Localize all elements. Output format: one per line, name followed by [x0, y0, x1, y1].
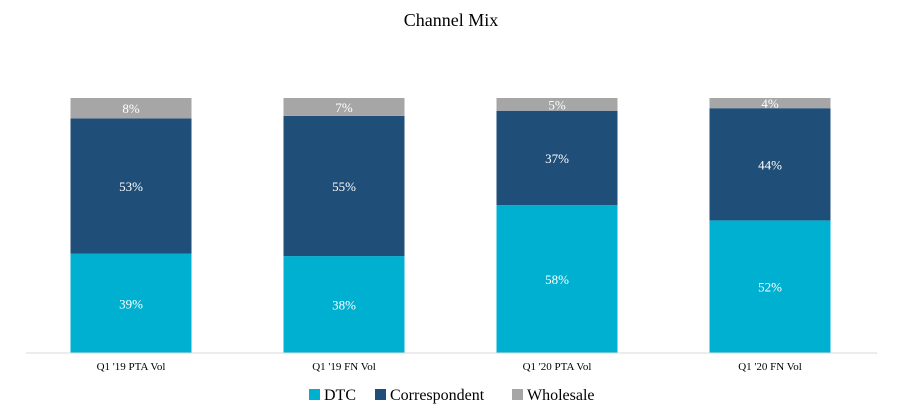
- bar-segment-correspondent: [283, 115, 405, 257]
- data-label-correspondent: 53%: [119, 179, 143, 194]
- data-label-wholesale: 5%: [548, 97, 566, 112]
- data-label-wholesale: 4%: [761, 96, 779, 111]
- category-label: Q1 '19 FN Vol: [312, 361, 376, 373]
- bar-segment-correspondent: [709, 108, 831, 221]
- bar-segment-dtc: [70, 253, 192, 353]
- bar-segment-dtc: [496, 205, 618, 353]
- category-label: Q1 '20 PTA Vol: [523, 361, 592, 373]
- data-label-dtc: 58%: [545, 272, 569, 287]
- category-label: Q1 '20 FN Vol: [738, 361, 802, 373]
- data-label-dtc: 38%: [332, 298, 356, 313]
- bars-group: 39% 53% 8% 38% 55% 7% 58% 37% 5% 52% 44% 4%: [70, 96, 831, 353]
- legend-swatch-wholesale: [512, 389, 523, 400]
- legend-label-wholesale: Wholesale: [527, 387, 595, 404]
- bar-segment-dtc: [283, 256, 405, 353]
- bar-segment-wholesale: [70, 98, 192, 119]
- bar-segment-wholesale: [496, 98, 618, 111]
- category-label: Q1 '19 PTA Vol: [97, 361, 166, 373]
- bar-segment-wholesale: [283, 98, 405, 116]
- bar-segment-correspondent: [496, 110, 618, 206]
- data-label-wholesale: 7%: [335, 100, 353, 115]
- legend: DTC Correspondent Wholesale: [309, 387, 595, 404]
- data-label-wholesale: 8%: [122, 101, 140, 116]
- legend-swatch-correspondent: [375, 389, 386, 400]
- chart-title: Channel Mix: [404, 10, 499, 30]
- bar-segment-correspondent: [70, 118, 192, 254]
- legend-swatch-dtc: [309, 389, 320, 400]
- data-label-correspondent: 55%: [332, 179, 356, 194]
- legend-label-dtc: DTC: [324, 387, 356, 404]
- legend-label-correspondent: Correspondent: [390, 387, 485, 404]
- bar-segment-dtc: [709, 220, 831, 353]
- bar-segment-wholesale: [709, 98, 831, 109]
- category-labels: Q1 '19 PTA Vol Q1 '19 FN Vol Q1 '20 PTA Vo…: [97, 361, 802, 373]
- data-label-correspondent: 37%: [545, 151, 569, 166]
- data-label-dtc: 39%: [119, 296, 143, 311]
- data-label-correspondent: 44%: [758, 157, 782, 172]
- data-label-dtc: 52%: [758, 280, 782, 295]
